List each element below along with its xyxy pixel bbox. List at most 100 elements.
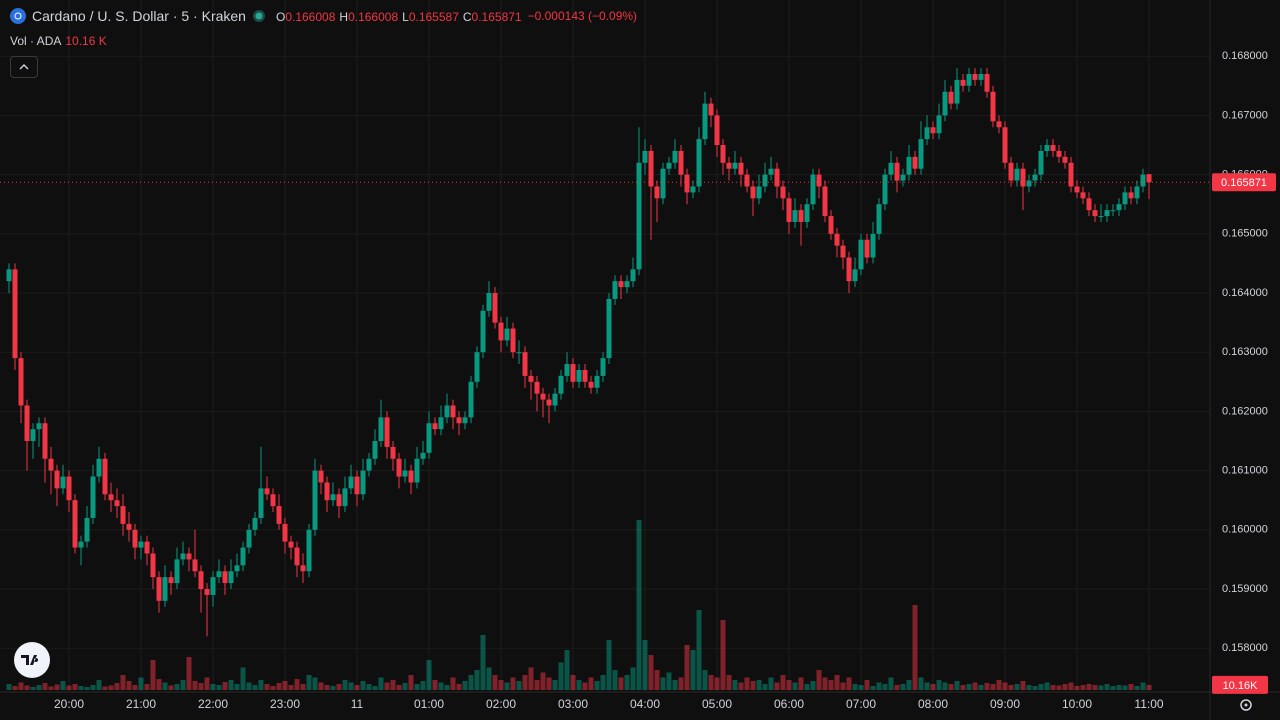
logo-mark	[21, 655, 39, 665]
candle-body	[498, 322, 504, 341]
ohlc-key: O	[275, 10, 286, 24]
candle-body	[444, 405, 450, 418]
candle-body	[582, 369, 588, 382]
settings-button[interactable]	[1240, 699, 1252, 711]
candle-body	[132, 529, 138, 548]
candle-body	[1092, 210, 1098, 217]
volume-bar	[804, 684, 810, 690]
candle-body	[732, 162, 738, 169]
candle-body	[630, 269, 636, 282]
volume-bar	[1074, 686, 1080, 690]
y-tick-label: 0.164000	[1222, 287, 1268, 299]
candle-body	[810, 174, 816, 205]
candle-body	[330, 494, 336, 501]
candle-body	[420, 452, 426, 459]
volume-bar	[870, 686, 876, 690]
volume-bar	[198, 683, 204, 690]
volume-bar	[984, 683, 990, 690]
candle-body	[534, 381, 540, 394]
volume-bar	[108, 685, 114, 690]
volume-bar	[876, 682, 882, 690]
volume-bar	[78, 686, 84, 690]
volume-bar	[12, 686, 18, 690]
candle-body	[6, 269, 12, 282]
candle-body	[672, 150, 678, 163]
candle-body	[948, 91, 954, 104]
collapse-button[interactable]	[10, 56, 38, 78]
volume-bar	[840, 682, 846, 690]
volume-bar	[6, 684, 12, 690]
volume-bar	[420, 681, 426, 690]
candle-body	[834, 233, 840, 246]
legend-header: Cardano / U. S. Dollar · 5 · Kraken O0.1…	[10, 8, 637, 24]
x-tick-label: 11	[351, 697, 364, 711]
volume-bar	[732, 680, 738, 690]
candle-body	[1050, 145, 1056, 151]
candle-body	[942, 91, 948, 116]
symbol[interactable]: Cardano / U. S. Dollar · 5 · Kraken	[32, 8, 246, 24]
candle-body	[402, 470, 408, 477]
volume-bar	[1002, 682, 1008, 690]
volume-bar	[576, 680, 582, 690]
x-tick-label: 06:00	[774, 697, 804, 711]
tv-logo[interactable]	[14, 642, 50, 678]
volume-bar	[432, 680, 438, 690]
volume-bar	[492, 675, 498, 690]
volume-bar	[1056, 685, 1062, 690]
volume-bar	[378, 677, 384, 690]
volume-bar	[810, 681, 816, 690]
candle-body	[720, 145, 726, 163]
volume-bar	[402, 683, 408, 690]
candle-body	[1062, 156, 1068, 163]
volume-bar	[960, 685, 966, 690]
volume-bar	[846, 677, 852, 690]
candle-body	[792, 210, 798, 222]
last-price-box	[1212, 173, 1276, 192]
candle-body	[168, 577, 174, 584]
candle-body	[954, 79, 960, 104]
volume-bar	[276, 683, 282, 690]
candle-body	[294, 547, 300, 566]
volume-bar	[144, 684, 150, 690]
volume-bar	[582, 682, 588, 690]
y-tick-label: 0.159000	[1222, 583, 1268, 595]
candle-body	[1032, 174, 1038, 181]
ohlc: O0.166008 H0.166008 L0.165587 C0.165871	[272, 8, 522, 24]
volume-bar	[780, 675, 786, 690]
candle-body	[438, 417, 444, 430]
coin-icon	[10, 8, 26, 24]
candle-body	[618, 281, 624, 288]
candle-body	[60, 476, 66, 489]
candle-body	[42, 423, 48, 459]
volume-bar	[1098, 685, 1104, 690]
candle-body	[666, 162, 672, 169]
volume-bar	[816, 670, 822, 690]
volume-bar	[954, 681, 960, 690]
candle-body	[780, 186, 786, 199]
volume-bar	[246, 682, 252, 690]
volume-bar	[54, 684, 60, 690]
candle-body	[54, 470, 60, 489]
volume-bar	[258, 680, 264, 690]
candle-body	[852, 269, 858, 282]
volume-bar	[642, 640, 648, 690]
x-tick-label: 20:00	[54, 697, 84, 711]
volume-bar	[42, 683, 48, 690]
candle-body	[528, 375, 534, 382]
volume-bar	[504, 682, 510, 690]
volume-bar	[894, 685, 900, 690]
candle-body	[648, 150, 654, 187]
candle-body	[960, 79, 966, 86]
volume-bar	[1050, 685, 1056, 690]
volume-bar	[540, 672, 546, 690]
volume-bar	[924, 682, 930, 690]
candle-body	[462, 417, 468, 424]
volume-bar	[684, 645, 690, 690]
volume-bar	[342, 680, 348, 690]
candle-body	[66, 476, 72, 501]
candle-body	[72, 500, 78, 548]
candle-body	[1080, 192, 1086, 199]
status-dot	[252, 10, 265, 22]
volume-bar	[114, 683, 120, 690]
gear-dot	[1244, 703, 1248, 707]
